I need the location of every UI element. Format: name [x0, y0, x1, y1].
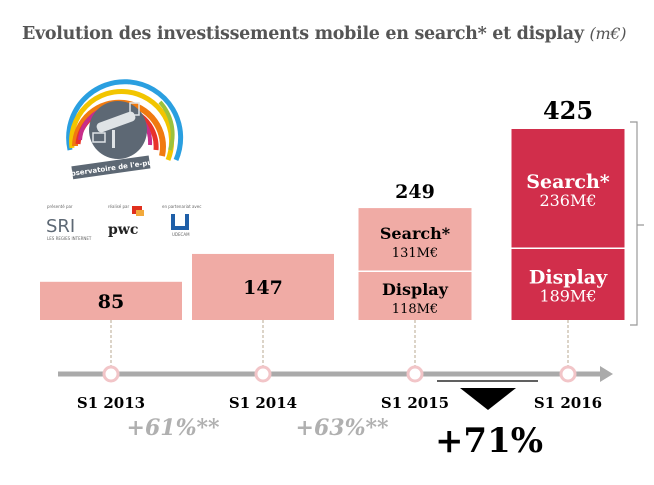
segment-value: 236M€ — [539, 191, 596, 210]
segment-name: Display — [382, 280, 449, 299]
pwc-logo: pwc — [108, 222, 138, 238]
bar-total — [192, 253, 334, 320]
down-triangle-icon — [460, 388, 516, 410]
segment-value: 189M€ — [539, 287, 596, 306]
segment-name: Search* — [380, 224, 451, 243]
bar-segment-search — [511, 129, 625, 248]
bar-value: 147 — [243, 277, 283, 299]
year-label: S1 2013 — [77, 394, 145, 412]
sri-sub: LES REGIES INTERNET — [47, 236, 92, 241]
year-label: S1 2014 — [229, 394, 297, 412]
page-title: Evolution des investissements mobile en … — [22, 24, 626, 44]
udecam-logo: UDECAM — [172, 232, 190, 237]
segment-name: Search* — [526, 171, 610, 193]
bar-value: 85 — [98, 291, 124, 313]
timeline-marker — [254, 365, 272, 383]
bar-segment-search — [358, 208, 472, 271]
bar-segment-display — [511, 249, 625, 320]
year-label: S1 2015 — [381, 394, 449, 412]
observatoire-logo: Observatoire de l'e-pub présenté par SRI… — [46, 79, 201, 241]
segment-value: 118M€ — [392, 302, 438, 317]
growth-label: +63%** — [296, 415, 389, 441]
title-unit: (m€) — [589, 24, 627, 43]
title-text: Evolution des investissements mobile en … — [22, 24, 584, 44]
timeline-marker — [102, 365, 120, 383]
year-label: S1 2016 — [534, 394, 602, 412]
bar-segment-display — [358, 272, 472, 320]
made-by: réalisé par — [108, 204, 129, 209]
segment-value: 131M€ — [392, 246, 438, 261]
axis-arrow-icon — [600, 366, 613, 382]
segment-name: Display — [529, 267, 608, 289]
bar-total-label: 425 — [543, 96, 593, 125]
partner-label: en partenariat avec — [162, 204, 201, 209]
growth-label-main: +71% — [435, 421, 543, 461]
timeline-marker — [406, 365, 424, 383]
bar-total-label: 249 — [395, 181, 435, 203]
bracket — [630, 121, 644, 326]
sri-logo: SRI — [46, 216, 75, 237]
growth-label: +61%** — [127, 415, 220, 441]
presented-by: présenté par — [47, 204, 73, 209]
bar-total — [40, 281, 182, 320]
timeline-marker — [559, 365, 577, 383]
